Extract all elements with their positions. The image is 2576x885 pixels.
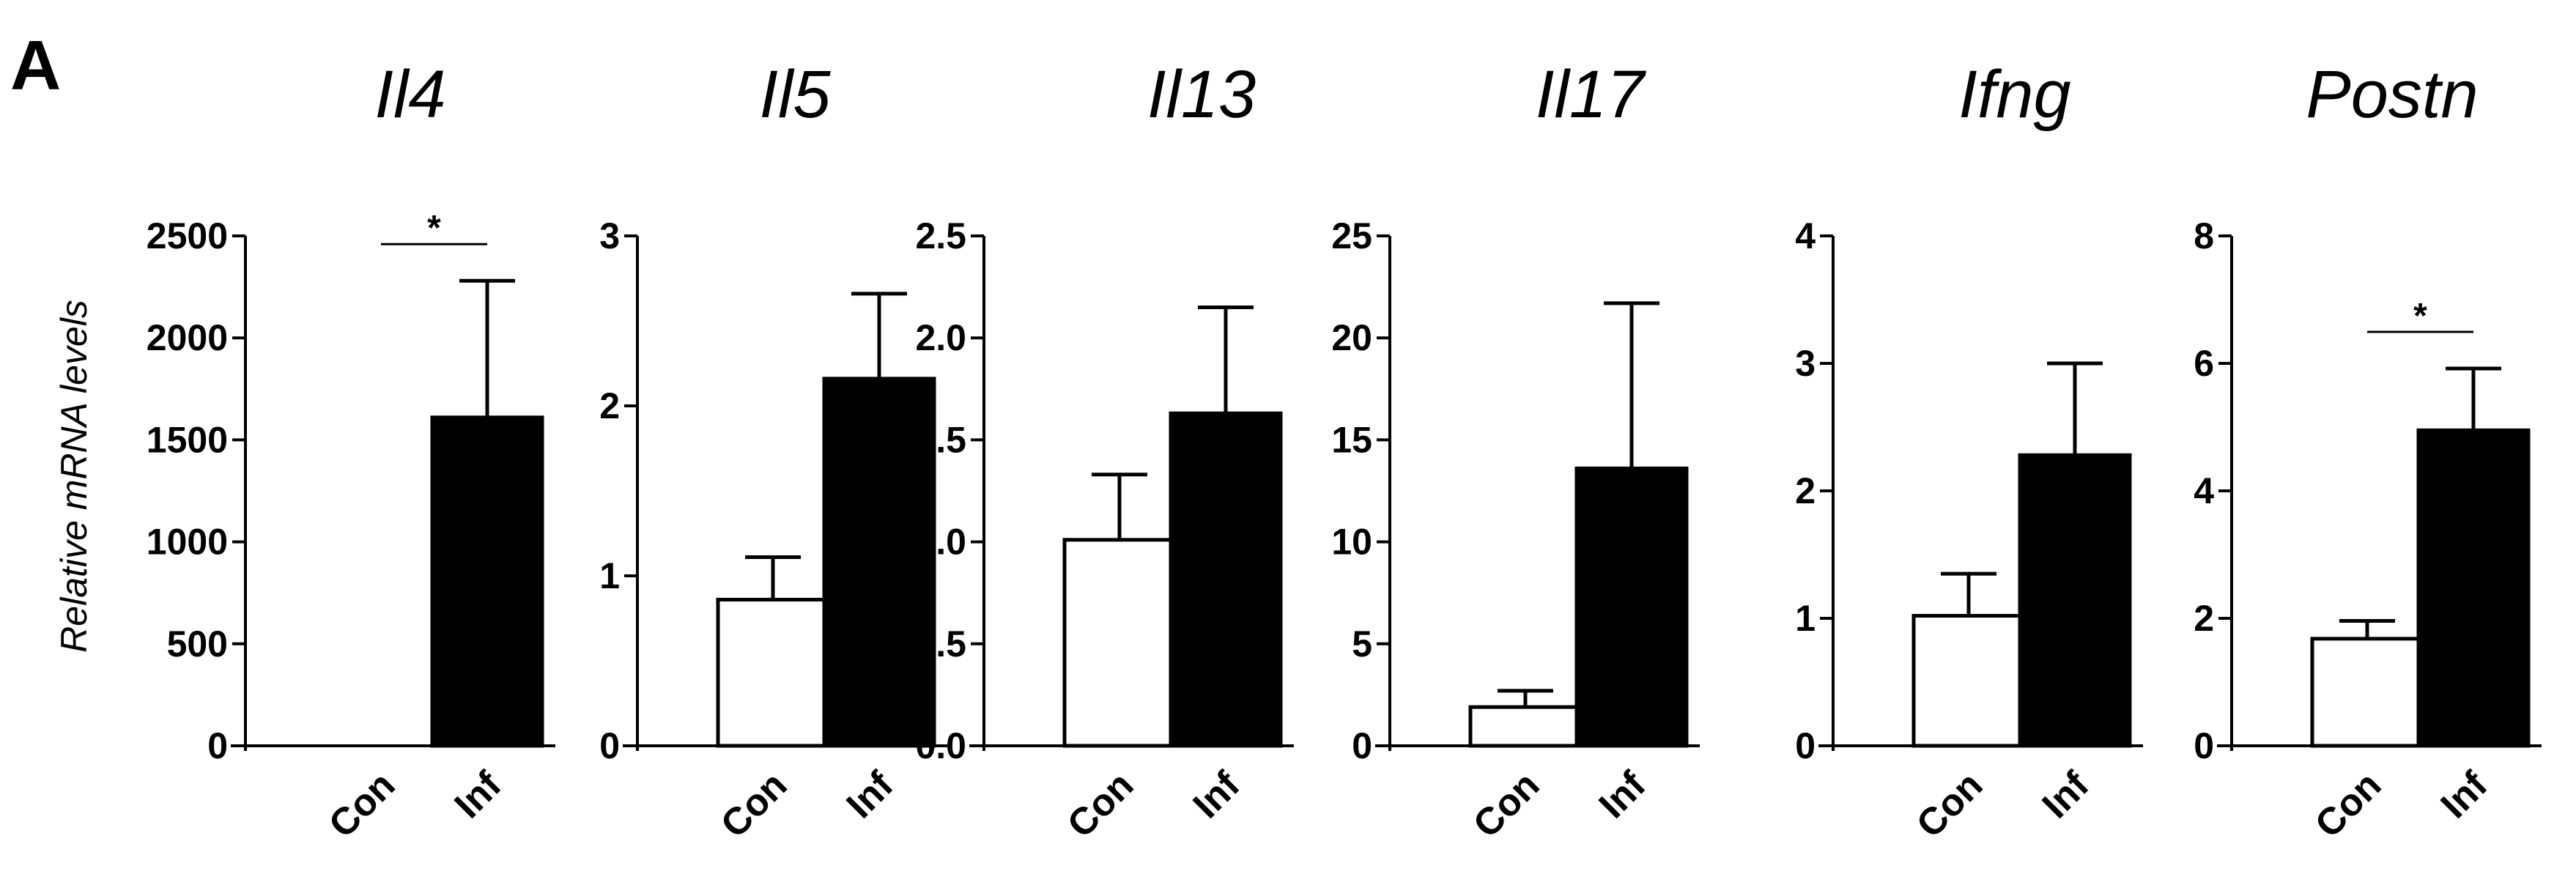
significance-marker: *	[2413, 297, 2427, 336]
panel-letter: A	[10, 26, 61, 105]
bar-inf	[2416, 428, 2531, 748]
significance-marker: *	[427, 209, 441, 248]
y-tick-label: 0	[1795, 725, 1816, 766]
y-tick-label: 2.5	[915, 215, 966, 256]
y-tick-label: 3	[599, 215, 620, 256]
y-tick-label: 1500	[147, 419, 228, 460]
chart-panel-il4: Il4 0 500 1000 1500 2000 2500 Con Inf *	[147, 57, 555, 846]
y-tick-label: 1.5	[915, 419, 966, 460]
category-label: Inf	[447, 763, 510, 826]
chart-panel-il5: Il5 0 1 2 3 Con Inf	[599, 57, 947, 846]
y-tick-label: 1	[599, 555, 620, 596]
y-tick-label: 0.0	[915, 725, 966, 766]
y-tick-label: 0	[599, 725, 620, 766]
chart-panel-ifng: Ifng 0 1 2 3 4 Con Inf	[1795, 57, 2143, 846]
chart-panel-il17: Il17 0 5 10 15 20 25 Con Inf	[1331, 57, 1700, 846]
y-tick-label: 2000	[147, 317, 228, 358]
bar-con	[1468, 705, 1583, 748]
category-label: Inf	[2035, 763, 2098, 826]
y-tick-label: 2	[599, 385, 620, 426]
chart-title: Il5	[759, 57, 831, 132]
category-label: Con	[713, 763, 795, 845]
y-tick-label: 1	[1795, 598, 1816, 639]
chart-panel-il13: Il13 0.0 0.5 1.0 1.5 2.0 2.5 Con Inf	[915, 57, 1294, 846]
y-tick-label: 0	[207, 725, 228, 766]
y-tick-label: 2	[2194, 598, 2214, 639]
y-tick-label: 1000	[147, 522, 228, 563]
chart-title: Il13	[1147, 57, 1256, 132]
chart-title: Ifng	[1958, 57, 2070, 132]
bar-con	[716, 597, 830, 748]
chart-title: Il17	[1536, 57, 1646, 132]
y-tick-label: 10	[1331, 522, 1372, 563]
y-tick-label: 15	[1331, 419, 1372, 460]
category-label: Con	[1909, 763, 1991, 845]
y-tick-label: 1.0	[915, 522, 966, 563]
y-tick-label: 8	[2194, 215, 2214, 256]
y-tick-label: 4	[1795, 215, 1816, 256]
y-axis-label: Relative mRNA levels	[53, 300, 95, 653]
bar-inf	[2018, 453, 2132, 748]
y-tick-label: 25	[1331, 215, 1372, 256]
category-label: Inf	[839, 763, 902, 826]
y-tick-label: 500	[167, 623, 228, 664]
category-label: Con	[321, 763, 403, 845]
y-tick-label: 0	[1352, 725, 1372, 766]
chart-title: Il4	[374, 57, 445, 132]
y-tick-label: 6	[2194, 343, 2214, 384]
category-label: Inf	[1591, 763, 1654, 826]
y-tick-label: 2.0	[915, 317, 966, 358]
bar-inf	[1169, 411, 1283, 748]
bar-inf	[1574, 466, 1689, 748]
y-tick-label: 0	[2194, 725, 2214, 766]
y-tick-label: 4	[2194, 470, 2214, 511]
y-tick-label: 2500	[147, 215, 228, 256]
y-tick-label: 2	[1795, 470, 1816, 511]
category-label: Inf	[1185, 763, 1248, 826]
category-label: Inf	[2433, 763, 2496, 826]
category-label: Con	[1465, 763, 1547, 845]
bar-con	[1911, 614, 2026, 748]
y-tick-label: 5	[1352, 623, 1372, 664]
bar-con	[2310, 637, 2424, 748]
y-tick-label: 20	[1331, 317, 1372, 358]
category-label: Con	[1059, 763, 1141, 845]
chart-title: Postn	[2306, 57, 2478, 132]
y-tick-label: 0.5	[915, 623, 966, 664]
category-label: Con	[2307, 763, 2389, 845]
bar-con	[1062, 538, 1177, 748]
chart-panel-postn: Postn 0 2 4 6 8 Con Inf *	[2194, 57, 2542, 846]
bar-inf	[430, 415, 544, 748]
y-tick-label: 3	[1795, 343, 1816, 384]
